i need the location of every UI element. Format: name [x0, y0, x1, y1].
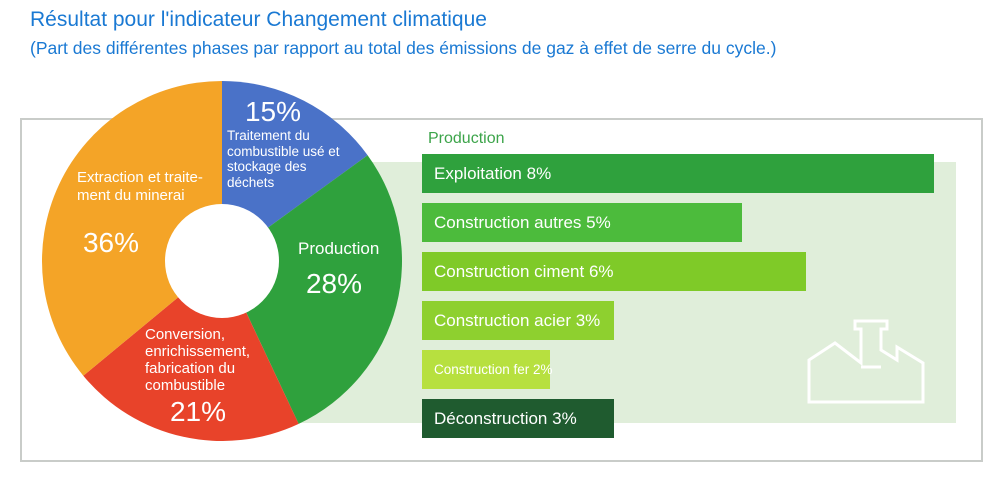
page-subtitle: (Part des différentes phases par rapport…	[30, 38, 777, 58]
bar-chart-title: Production	[428, 130, 505, 147]
donut-slice-production	[222, 155, 402, 424]
donut-label-production: Production	[298, 239, 380, 258]
donut-chart	[42, 81, 402, 441]
donut-pct-extraction: 36%	[82, 227, 140, 258]
donut-slice-extraction-traitement-minerai	[42, 81, 222, 376]
donut-label-traitement: Traitement du combustible usé et stockag…	[227, 128, 340, 190]
donut-pct-traitement: 15%	[244, 96, 302, 127]
donut-label-conversion: Conversion, enrichissement, fabrication …	[145, 326, 251, 394]
page-title: Résultat pour l'indicateur Changement cl…	[30, 8, 487, 31]
donut-pct-conversion: 21%	[169, 396, 227, 427]
donut-slice-traitement-combustible-use	[222, 81, 368, 261]
donut-pct-production: 28%	[305, 268, 363, 299]
donut-hole	[165, 204, 279, 318]
donut-slice-conversion-enrichissement-fabrication	[83, 261, 299, 441]
factory-outline-icon	[807, 319, 925, 404]
donut-label-extraction: Extraction et traite- ment du minerai	[77, 169, 203, 204]
